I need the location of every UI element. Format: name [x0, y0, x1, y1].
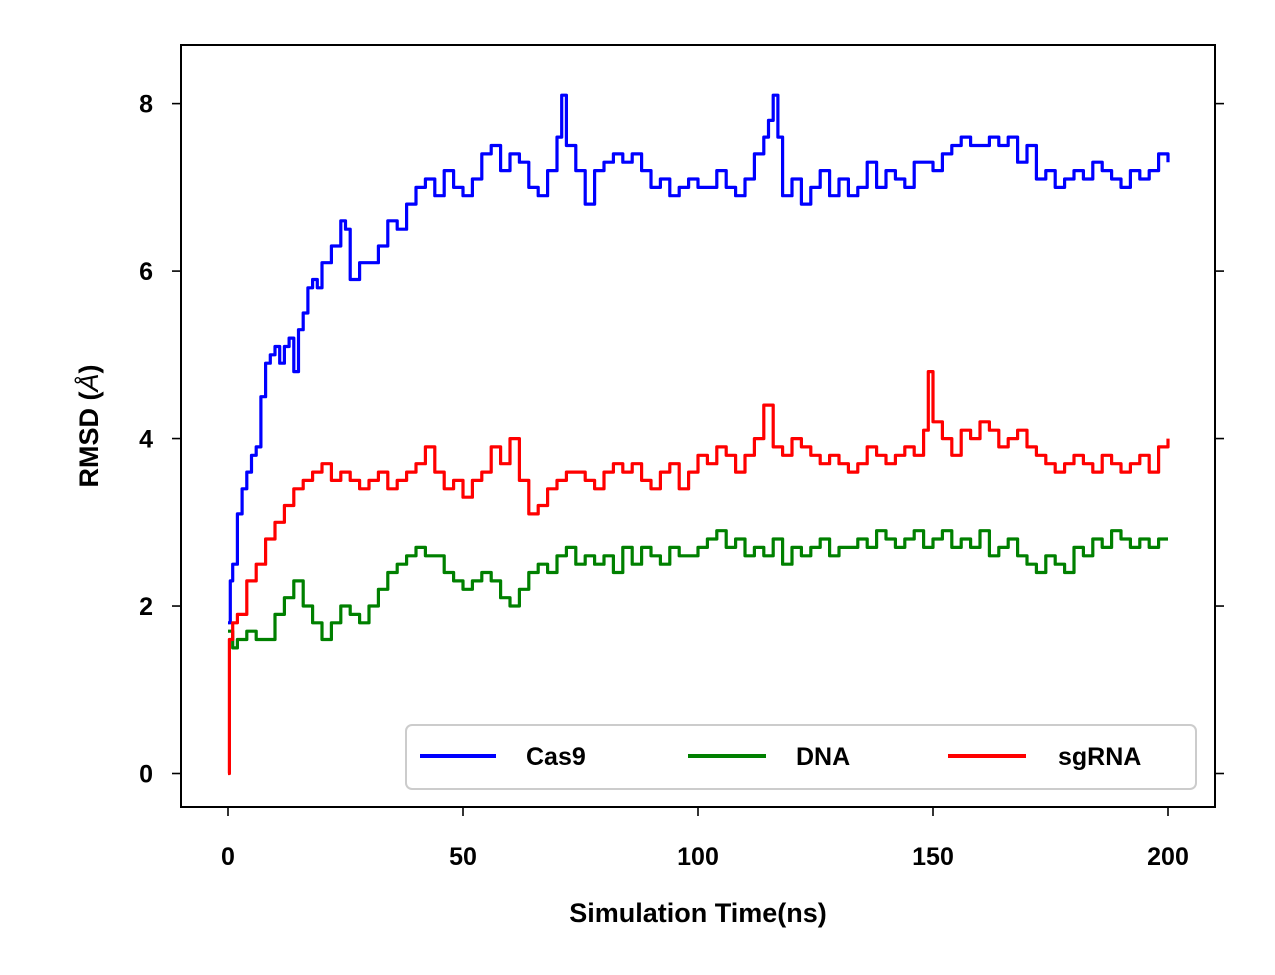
y-axis-label-close: ): [74, 364, 104, 373]
legend-label-dna: DNA: [796, 743, 850, 771]
legend-box: [405, 724, 1197, 790]
axis-ticks: 0 50 100 150 200 0 2 4 6 8: [139, 91, 1224, 871]
x-tick-label: 100: [677, 843, 719, 871]
x-tick-label: 200: [1147, 843, 1189, 871]
y-tick-label: 0: [139, 761, 153, 789]
legend-label-sgrna: sgRNA: [1058, 743, 1141, 771]
x-axis-label: Simulation Time(ns): [569, 898, 827, 928]
series-line-dna: [228, 529, 1168, 650]
series-line-cas9: [228, 93, 1170, 625]
x-tick-label: 150: [912, 843, 954, 871]
y-axis-label-text: RMSD (: [74, 392, 104, 488]
series-line-sgrna: [227, 370, 1170, 776]
y-tick-label: 4: [139, 426, 153, 454]
y-tick-label: 6: [139, 258, 153, 286]
x-tick-label: 0: [221, 843, 235, 871]
y-axis-label: RMSD (Å): [73, 364, 104, 487]
series-layer: [227, 93, 1170, 776]
x-tick-label: 50: [449, 843, 477, 871]
y-tick-label: 2: [139, 593, 153, 621]
legend-label-cas9: Cas9: [526, 743, 586, 771]
y-tick-label: 8: [139, 91, 153, 119]
y-axis-label-unit: Å: [73, 373, 104, 393]
legend: Cas9 DNA sgRNA: [405, 724, 1197, 790]
